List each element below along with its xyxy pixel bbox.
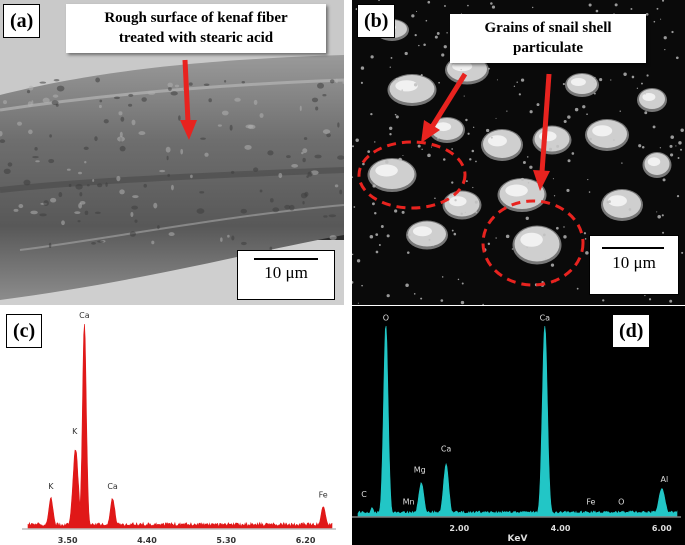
peak-label-ca: Ca [441, 444, 452, 453]
panel-b-label: (b) [357, 4, 396, 38]
x-axis-label: KeV [508, 534, 528, 544]
panel-a-arrow [180, 59, 197, 140]
x-tick-label: 6.20 [296, 536, 316, 545]
spectrum-area [357, 325, 678, 517]
scale-bar-label: 10 μm [612, 253, 656, 272]
panel-a-annotation: Rough surface of kenaf fiber treated wit… [66, 4, 326, 53]
annotation-line-2: particulate [513, 40, 583, 57]
eds-panel-d: 2.00 4.00 6.00 KeV C O Mn Mg Ca Ca Fe O Al (d) [352, 306, 685, 545]
peak-label-ca: Ca [79, 311, 90, 320]
panel-d-label: (d) [612, 314, 651, 348]
sem-panel-b: (b) Grains of snail shell particulate 10… [352, 0, 685, 305]
x-tick-label: 4.00 [551, 524, 571, 533]
x-tick-label: 6.00 [652, 524, 672, 533]
panel-c-label: (c) [6, 314, 43, 348]
sem-panel-a: (a) Rough surface of kenaf fiber treated… [0, 0, 344, 305]
panel-b-arrows-and-circles [357, 72, 585, 287]
panel-a-label: (a) [3, 4, 41, 38]
peak-label-o: O [618, 498, 624, 507]
peak-label-mg: Mg [414, 465, 426, 474]
x-tick-label: 2.00 [449, 524, 469, 533]
scale-bar-label: 10 μm [264, 263, 308, 282]
annotation-line-1: Rough surface of kenaf fiber [104, 10, 288, 26]
panel-b-annotation: Grains of snail shell particulate [450, 14, 646, 63]
peak-label-c: C [361, 490, 367, 499]
x-tick-label: 3.50 [58, 536, 78, 545]
peak-label-mn: Mn [403, 498, 415, 507]
peak-label-al: Al [660, 475, 668, 484]
spectrum-area [27, 323, 333, 529]
x-tick-label: 4.40 [137, 536, 157, 545]
panel-b-scale-bar: 10 μm [589, 235, 679, 295]
peak-label-fe: Fe [586, 498, 595, 507]
peak-label-ca: Ca [540, 313, 551, 322]
peak-label-k: K [48, 482, 54, 491]
eds-spectrum-c: 3.50 4.40 5.30 6.20 K K Ca Ca Fe [0, 306, 344, 545]
annotation-line-2: treated with stearic acid [118, 30, 274, 47]
peak-label-fe: Fe [319, 490, 328, 499]
panel-a-scale-bar: 10 μm [237, 250, 335, 300]
x-tick-label: 5.30 [216, 536, 236, 545]
eds-panel-c: 3.50 4.40 5.30 6.20 K K Ca Ca Fe (c) [0, 306, 344, 545]
annotation-line-1: Grains of snail shell [484, 20, 612, 36]
peak-label-ca: Ca [107, 482, 118, 491]
peak-label-k: K [72, 427, 78, 436]
peak-label-o: O [383, 313, 389, 322]
